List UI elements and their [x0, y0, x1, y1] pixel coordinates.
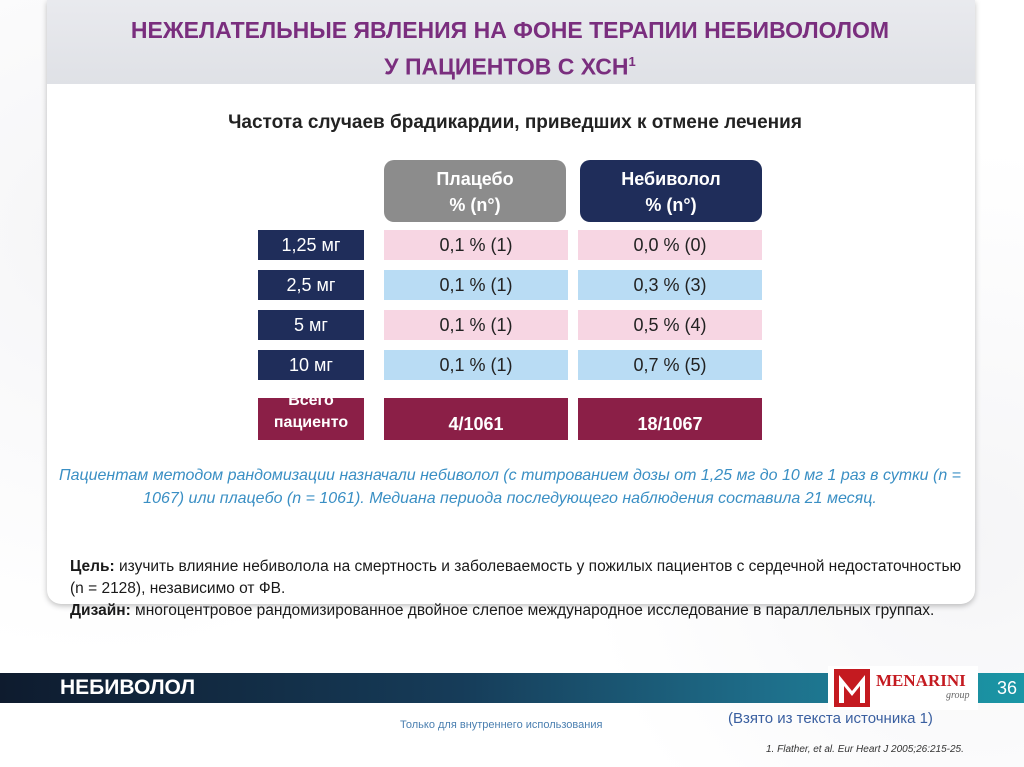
placebo-cell: 0,1 % (1): [384, 230, 568, 260]
title-line-2: У ПАЦИЕНТОВ С ХСН: [384, 53, 629, 80]
design-text: многоцентровое рандомизированное двойное…: [130, 602, 935, 619]
goal-text: изучить влияние небиволола на смертность…: [70, 558, 962, 597]
column-header-nebivolol-name: Небиволол: [621, 169, 721, 189]
goal-label: Цель:: [70, 558, 115, 575]
total-nebivolol: 18/1067: [578, 398, 762, 440]
study-description: Цель: изучить влияние небиволола на смер…: [70, 556, 970, 622]
page-number: 36: [996, 678, 1018, 698]
randomization-note: Пациентам методом рандомизации назначали…: [58, 467, 962, 507]
total-placebo: 4/1061: [384, 398, 568, 440]
logo-group: group: [946, 690, 970, 701]
study-goal: Цель: изучить влияние небиволола на смер…: [70, 556, 970, 600]
logo-name: MENARINI: [876, 671, 966, 690]
dose-label: 5 мг: [258, 310, 364, 340]
source-note: (Взято из текста источника 1): [728, 710, 933, 727]
placebo-cell: 0,1 % (1): [384, 270, 568, 300]
column-header-placebo-unit: % (n°): [449, 195, 501, 215]
column-header-placebo: Плацебо % (n°): [384, 160, 566, 222]
dose-label: 2,5 мг: [258, 270, 364, 300]
design-label: Дизайн:: [70, 602, 131, 619]
table-subtitle: Частота случаев брадикардии, приведших к…: [228, 112, 802, 133]
title-band: [47, 0, 975, 84]
column-header-placebo-name: Плацебо: [436, 169, 514, 189]
total-label-line-2: пациенто: [273, 414, 349, 431]
placebo-cell: 0,1 % (1): [384, 310, 568, 340]
column-header-nebivolol-unit: % (n°): [645, 195, 697, 215]
menarini-logo: MENARINI group: [828, 666, 978, 710]
total-label-line-1: Всего: [288, 398, 334, 409]
nebivolol-cell: 0,0 % (0): [578, 230, 762, 260]
nebivolol-cell: 0,5 % (4): [578, 310, 762, 340]
internal-use-label: Только для внутреннего использования: [400, 719, 603, 731]
menarini-mark-icon: [834, 669, 870, 707]
slide-title: НЕЖЕЛАТЕЛЬНЫЕ ЯВЛЕНИЯ НА ФОНЕ ТЕРАПИИ НЕ…: [60, 14, 960, 83]
placebo-cell: 0,1 % (1): [384, 350, 568, 380]
footer-brand: НЕБИВОЛОЛ: [60, 676, 196, 699]
dose-label: 1,25 мг: [258, 230, 364, 260]
slide-card: [47, 0, 975, 604]
reference: 1. Flather, et al. Eur Heart J 2005;26:2…: [766, 744, 964, 755]
column-header-nebivolol: Небиволол % (n°): [580, 160, 762, 222]
total-label: Всего пациенто: [258, 398, 364, 440]
title-footnote-marker: 1: [628, 54, 636, 69]
study-design: Дизайн: многоцентровое рандомизированное…: [70, 600, 970, 622]
nebivolol-cell: 0,7 % (5): [578, 350, 762, 380]
title-line-1: НЕЖЕЛАТЕЛЬНЫЕ ЯВЛЕНИЯ НА ФОНЕ ТЕРАПИИ НЕ…: [130, 17, 890, 43]
dose-label: 10 мг: [258, 350, 364, 380]
nebivolol-cell: 0,3 % (3): [578, 270, 762, 300]
